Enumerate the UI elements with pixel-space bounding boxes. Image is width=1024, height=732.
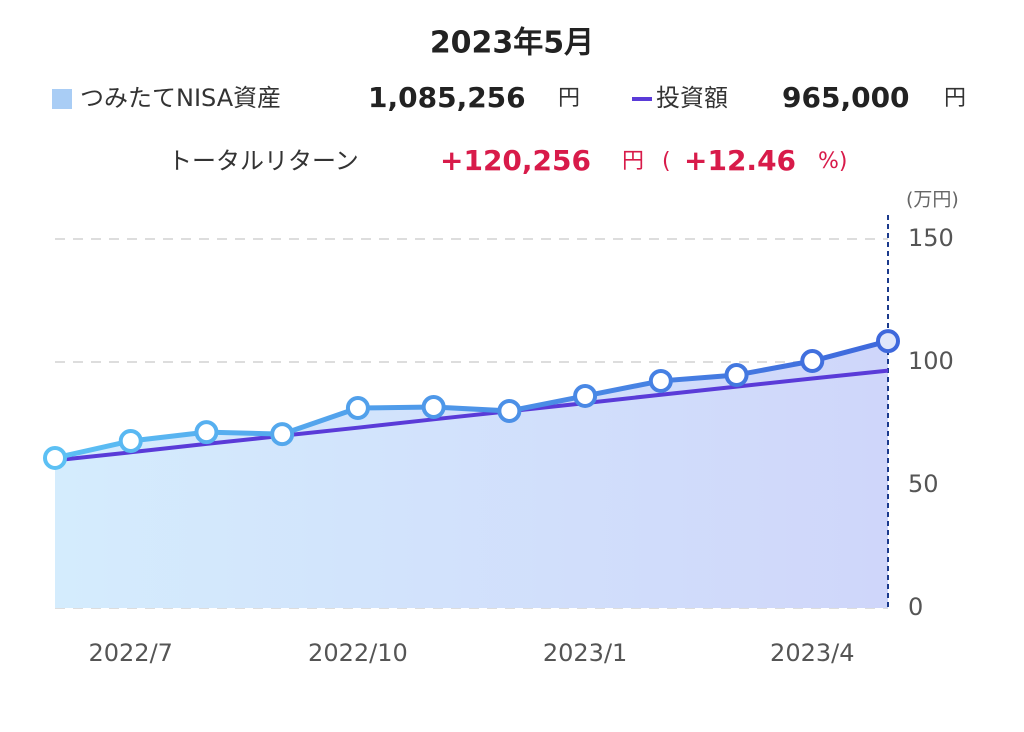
legend-swatch xyxy=(52,89,72,109)
invest-line xyxy=(54,368,889,463)
x-tick-label: 2022/7 xyxy=(89,639,173,667)
return-label: トータルリターン xyxy=(168,147,359,175)
return-percent: +12.46 xyxy=(684,144,796,177)
asset-point xyxy=(648,368,673,393)
asset-point xyxy=(573,383,598,408)
x-tick-label: 2022/10 xyxy=(308,639,408,667)
currency: 円 xyxy=(944,86,966,111)
area xyxy=(55,341,888,608)
asset-point xyxy=(270,422,295,447)
x-tick-label: 2023/4 xyxy=(770,639,854,667)
legend-label: つみたてNISA資産 xyxy=(80,84,281,112)
paren: ( xyxy=(662,149,671,174)
y-tick-label: 50 xyxy=(908,470,939,498)
return-amount: +120,256 xyxy=(440,144,591,177)
chart-title: 2023年5月 xyxy=(430,26,594,61)
legend-label: 投資額 xyxy=(656,84,728,112)
asset-point xyxy=(497,398,522,423)
x-tick-label: 2023/1 xyxy=(543,639,627,667)
asset-point xyxy=(43,445,67,470)
asset-point xyxy=(724,363,749,388)
paren: %) xyxy=(818,149,848,174)
currency: 円 xyxy=(558,86,580,111)
asset-line xyxy=(54,338,889,461)
y-tick-label: 100 xyxy=(908,347,954,375)
asset-point xyxy=(345,396,370,421)
asset-amount: 1,085,256 xyxy=(368,81,526,114)
asset-point xyxy=(118,428,143,453)
y-tick-label: 0 xyxy=(908,593,923,621)
asset-point xyxy=(876,329,900,354)
asset-point xyxy=(421,395,446,420)
y-unit: (万円) xyxy=(906,189,959,211)
asset-point xyxy=(194,420,219,445)
y-tick-label: 150 xyxy=(908,224,954,252)
invest-amount: 965,000 xyxy=(782,81,910,114)
asset-point xyxy=(800,349,825,374)
currency: 円 xyxy=(622,149,644,174)
